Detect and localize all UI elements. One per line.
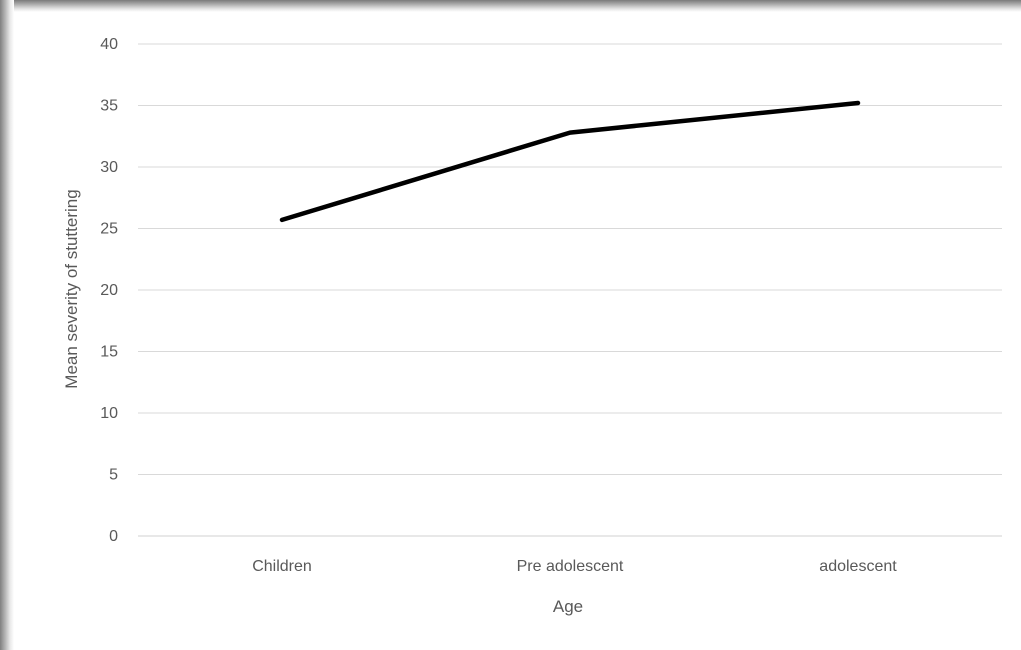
x-axis-ticks: Children Pre adolescent adolescent	[252, 558, 897, 575]
y-tick-label: 5	[109, 467, 118, 484]
y-tick-label: 0	[109, 528, 118, 545]
x-tick-label: Children	[252, 558, 312, 575]
series-lines	[279, 100, 861, 223]
frame-shadow-top	[0, 0, 1021, 12]
x-axis-title: Age	[553, 597, 583, 616]
y-tick-label: 25	[100, 221, 118, 238]
y-tick-label: 10	[100, 405, 118, 422]
x-tick-label: Pre adolescent	[517, 558, 624, 575]
series-line	[279, 100, 861, 223]
y-tick-label: 30	[100, 159, 118, 176]
y-axis-ticks: 0 5 10 15 20 25 30 35 40	[100, 36, 118, 545]
x-tick-label: adolescent	[819, 558, 897, 575]
frame-shadow-left	[0, 0, 14, 650]
y-tick-label: 15	[100, 344, 118, 361]
y-tick-label: 35	[100, 98, 118, 115]
y-tick-label: 40	[100, 36, 118, 53]
y-axis-title: Mean severity of stuttering	[62, 189, 81, 388]
gridlines	[138, 43, 1002, 537]
y-tick-label: 20	[100, 282, 118, 299]
